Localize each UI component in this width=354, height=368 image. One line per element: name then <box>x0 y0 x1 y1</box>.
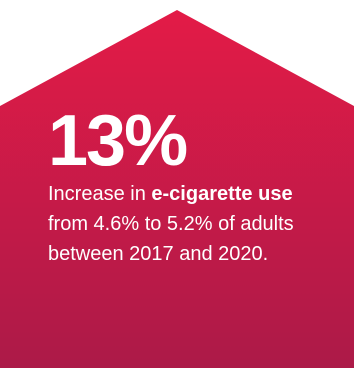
stat-value: 13% <box>48 101 188 181</box>
description-text-1: Increase in <box>48 183 152 205</box>
stat-description: Increase in e-cigarette use from 4.6% to… <box>48 179 308 269</box>
stat-card: 13% Increase in e-cigarette use from 4.6… <box>48 105 348 269</box>
description-bold-text: e-cigarette use <box>151 183 293 205</box>
description-text-2: from 4.6% to 5.2% of adults between 2017… <box>48 213 294 265</box>
